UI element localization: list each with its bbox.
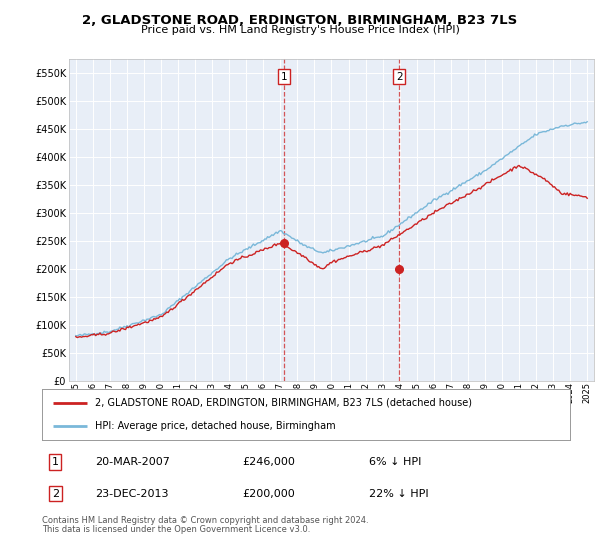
Text: 1: 1 xyxy=(281,72,287,82)
Text: 2: 2 xyxy=(396,72,403,82)
Text: This data is licensed under the Open Government Licence v3.0.: This data is licensed under the Open Gov… xyxy=(42,525,310,534)
Text: HPI: Average price, detached house, Birmingham: HPI: Average price, detached house, Birm… xyxy=(95,421,335,431)
Text: 22% ↓ HPI: 22% ↓ HPI xyxy=(370,488,429,498)
Text: 2, GLADSTONE ROAD, ERDINGTON, BIRMINGHAM, B23 7LS: 2, GLADSTONE ROAD, ERDINGTON, BIRMINGHAM… xyxy=(82,14,518,27)
Text: 23-DEC-2013: 23-DEC-2013 xyxy=(95,488,168,498)
Text: 20-MAR-2007: 20-MAR-2007 xyxy=(95,457,170,467)
Text: 1: 1 xyxy=(52,457,59,467)
Text: £246,000: £246,000 xyxy=(242,457,296,467)
Text: Price paid vs. HM Land Registry's House Price Index (HPI): Price paid vs. HM Land Registry's House … xyxy=(140,25,460,35)
Text: 2: 2 xyxy=(52,488,59,498)
Text: 2, GLADSTONE ROAD, ERDINGTON, BIRMINGHAM, B23 7LS (detached house): 2, GLADSTONE ROAD, ERDINGTON, BIRMINGHAM… xyxy=(95,398,472,408)
Text: Contains HM Land Registry data © Crown copyright and database right 2024.: Contains HM Land Registry data © Crown c… xyxy=(42,516,368,525)
Text: £200,000: £200,000 xyxy=(242,488,295,498)
Text: 6% ↓ HPI: 6% ↓ HPI xyxy=(370,457,422,467)
